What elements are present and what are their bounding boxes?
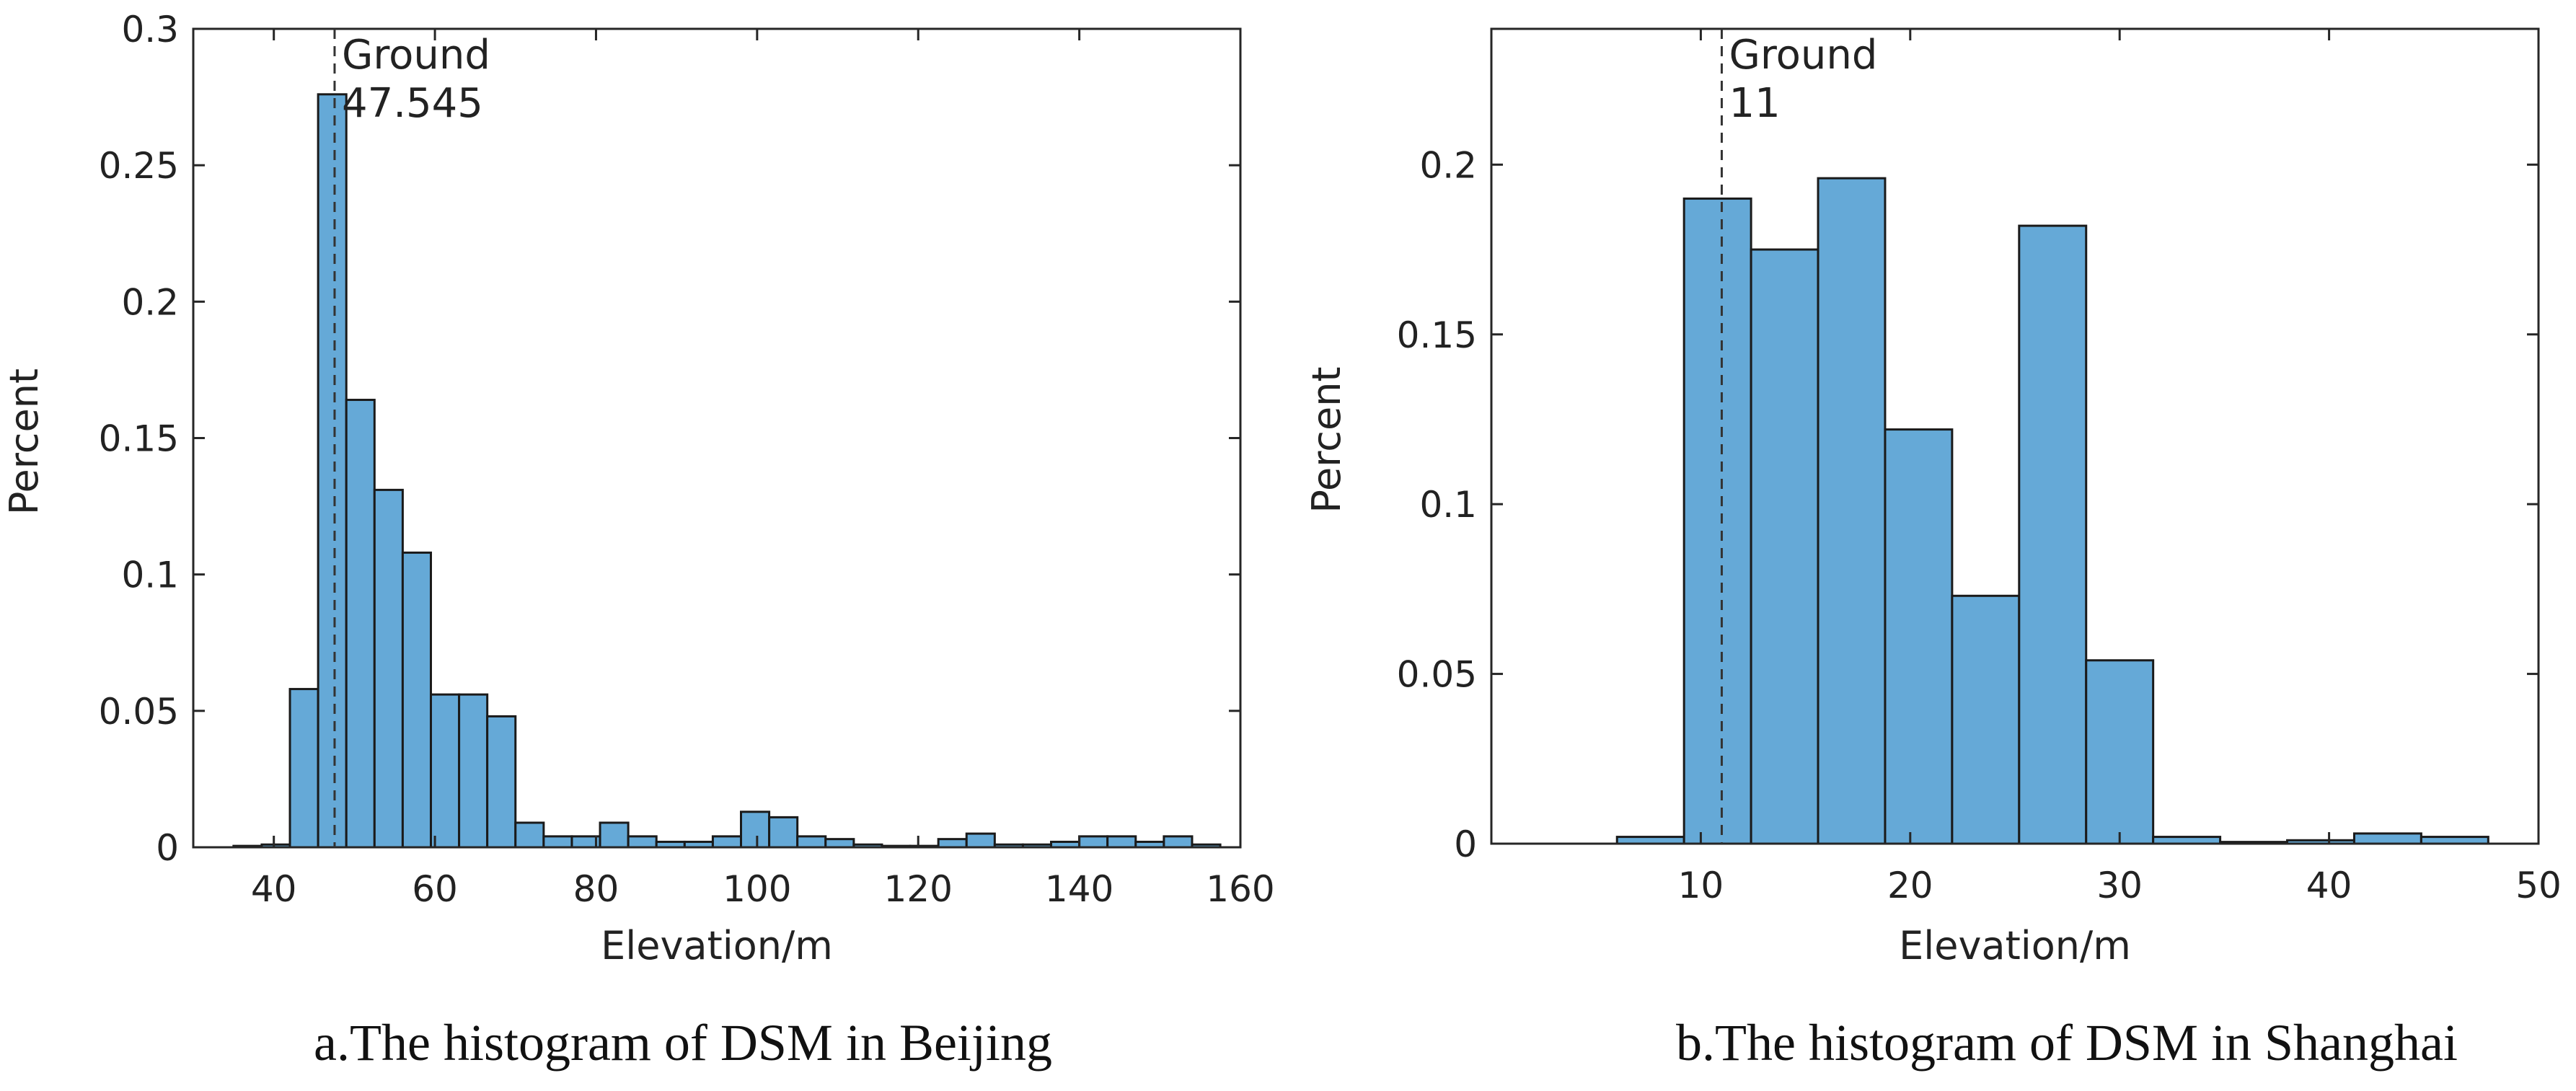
ground-annotation-label: Ground	[1729, 32, 1877, 79]
y-axis-label: Percent	[1304, 366, 1349, 513]
histogram-bar	[373, 488, 404, 849]
histogram-bar	[965, 832, 996, 849]
histogram-bar	[401, 551, 432, 849]
x-tick-label: 160	[1206, 868, 1274, 910]
y-tick-label: 0.25	[99, 145, 179, 187]
histogram-bar	[1106, 835, 1137, 849]
histogram-bar	[429, 693, 461, 849]
histogram-bar	[1078, 835, 1109, 849]
y-tick-label: 0	[1454, 823, 1477, 865]
axes-frame	[1490, 27, 2540, 845]
ground-annotation-value: 47.545	[342, 80, 483, 127]
ground-annotation-label: Ground	[342, 32, 490, 79]
x-axis-label: Elevation/m	[601, 923, 833, 968]
y-tick-label: 0.2	[121, 281, 179, 323]
histogram-bar	[711, 835, 743, 849]
y-tick-label: 0.15	[99, 418, 179, 460]
ground-annotation-value: 11	[1729, 80, 1780, 127]
histogram-bar	[514, 821, 545, 849]
histogram-bar	[542, 835, 573, 849]
histogram-bar	[317, 93, 348, 849]
histogram-bar	[796, 835, 827, 849]
y-tick-label: 0.1	[121, 555, 179, 596]
histogram-bar	[2085, 659, 2155, 845]
y-tick-label: 0.1	[1419, 484, 1477, 526]
x-tick-label: 40	[2306, 865, 2352, 906]
x-tick-label: 40	[251, 868, 297, 910]
x-tick-label: 10	[1678, 865, 1724, 906]
x-tick-label: 140	[1045, 868, 1113, 910]
y-tick-label: 0.3	[121, 9, 179, 50]
y-tick-label: 0.05	[1397, 654, 1477, 696]
x-tick-label: 20	[1887, 865, 1933, 906]
histogram-bar	[627, 835, 658, 849]
histogram-bar	[2352, 832, 2422, 845]
histogram-bar	[288, 688, 319, 849]
histogram-bar	[2018, 224, 2088, 845]
histogram-bar	[740, 810, 771, 849]
x-tick-label: 80	[573, 868, 619, 910]
y-tick-label: 0.15	[1397, 314, 1477, 356]
x-tick-label: 100	[723, 868, 791, 910]
x-tick-label: 50	[2515, 865, 2562, 906]
y-tick-label: 0.05	[99, 691, 179, 733]
y-tick-label: 0	[156, 827, 179, 869]
x-tick-label: 60	[412, 868, 458, 910]
chart-caption: a.The histogram of DSM in Beijing	[314, 1014, 1052, 1072]
histogram-bar	[937, 838, 968, 849]
histogram-bar	[768, 816, 799, 849]
y-tick-label: 0.2	[1419, 144, 1477, 186]
histogram-bar	[1951, 594, 2021, 845]
histogram-bar	[1163, 835, 1194, 849]
histogram-bar	[824, 838, 855, 849]
histogram-bar	[1884, 428, 1954, 845]
y-axis-label: Percent	[1, 368, 47, 515]
chart-caption: b.The histogram of DSM in Shanghai	[1676, 1014, 2458, 1072]
histogram-bar	[599, 821, 630, 849]
histogram-bar	[486, 715, 517, 849]
histogram-bar	[458, 693, 489, 849]
histogram-bar	[345, 399, 376, 849]
histogram-bar	[1682, 197, 1752, 845]
chart-a: 40 60 80 100 120 140 160 0 0.05 0.1 0.15 0.2 0.25 0.3…	[1, 9, 1275, 1072]
x-axis-label: Elevation/m	[1899, 923, 2131, 968]
histogram-bar	[1750, 248, 1819, 845]
x-tick-label: 30	[2096, 865, 2143, 906]
histogram-bar	[1817, 177, 1887, 845]
x-tick-label: 120	[884, 868, 953, 910]
